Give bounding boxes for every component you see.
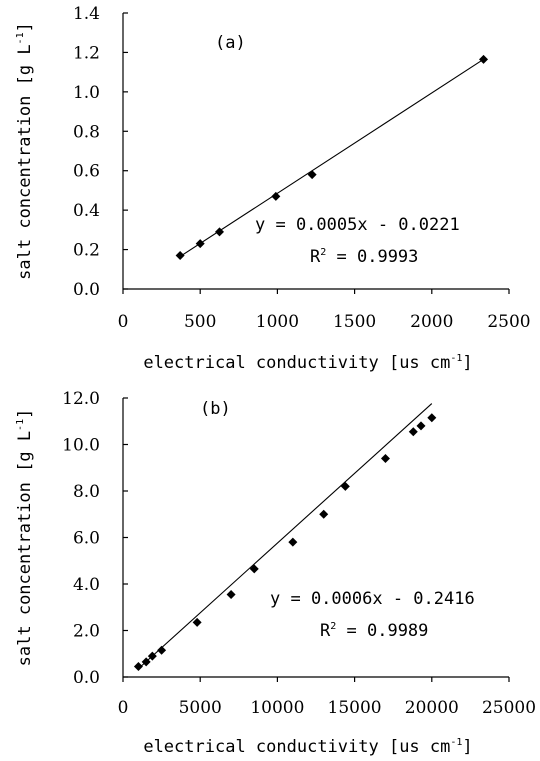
x-tick-label: 1000 — [256, 312, 299, 332]
x-tick-label: 0 — [118, 312, 129, 332]
x-tick-label: 20000 — [405, 698, 459, 718]
y-tick-label: 0.0 — [73, 668, 100, 688]
data-point — [479, 54, 489, 64]
y-tick-label: 0.4 — [73, 201, 100, 221]
y-tick-label: 0.2 — [73, 241, 100, 261]
regression-equation: y = 0.0005x - 0.0221 — [255, 215, 460, 235]
data-point — [175, 250, 185, 260]
data-point — [147, 651, 157, 661]
y-tick-label: 4.0 — [73, 575, 100, 595]
data-point — [307, 170, 317, 180]
data-point — [408, 427, 418, 437]
y-tick-label: 2.0 — [73, 622, 100, 642]
y-tick-label: 12.0 — [62, 389, 100, 409]
x-tick-label: 2500 — [487, 312, 530, 332]
panel-label: (b) — [200, 399, 231, 419]
x-tick-label: 10000 — [250, 698, 304, 718]
x-tick-label: 5000 — [179, 698, 222, 718]
y-axis-label: salt concentration [g L-1] — [15, 22, 35, 280]
y-tick-label: 1.0 — [73, 83, 100, 103]
trendline — [179, 58, 484, 257]
x-tick-label: 2000 — [410, 312, 453, 332]
panel-label: (a) — [215, 33, 246, 53]
data-point — [340, 481, 350, 491]
x-axis-label: electrical conductivity [us cm-1] — [143, 737, 472, 757]
x-tick-label: 15000 — [328, 698, 382, 718]
data-point — [133, 662, 143, 672]
y-tick-label: 1.2 — [73, 43, 100, 63]
data-point — [319, 509, 329, 519]
data-point — [226, 589, 236, 599]
y-tick-label: 0.6 — [73, 162, 100, 182]
data-point — [195, 239, 205, 249]
data-point — [215, 227, 224, 237]
chart-panel-2: 0.0 2.0 4.0 6.0 8.0 10.0 12.0 0 5000 10000 15000 20… — [15, 389, 536, 757]
y-tick-label: 10.0 — [62, 436, 100, 456]
data-point — [271, 191, 281, 201]
data-point — [380, 453, 390, 463]
data-point — [157, 645, 167, 655]
y-axis-label: salt concentration [g L-1] — [15, 409, 35, 667]
data-point — [141, 657, 151, 667]
data-point — [288, 537, 298, 547]
x-tick-label: 25000 — [482, 698, 536, 718]
x-tick-label: 0 — [118, 698, 129, 718]
y-tick-label: 0.0 — [73, 280, 100, 300]
x-tick-label: 500 — [184, 312, 216, 332]
regression-equation: y = 0.0006x - 0.2416 — [270, 589, 475, 609]
r-squared-label: R2 = 0.9993 — [310, 247, 418, 267]
y-tick-label: 1.4 — [73, 4, 100, 24]
data-point — [192, 617, 202, 627]
data-point — [249, 564, 259, 574]
x-axis-label: electrical conductivity [us cm-1] — [143, 353, 472, 373]
x-tick-label: 1500 — [333, 312, 376, 332]
data-point — [427, 413, 437, 423]
data-point — [416, 421, 426, 431]
r-squared-label: R2 = 0.9989 — [320, 621, 428, 641]
y-tick-label: 6.0 — [73, 529, 100, 549]
chart-panel-1: 0.0 0.2 0.4 0.6 0.8 1.0 1.2 1.4 0 500 1000 1500 2000… — [15, 4, 531, 373]
y-tick-label: 8.0 — [73, 482, 100, 502]
trendline — [138, 403, 433, 670]
y-tick-label: 0.8 — [73, 122, 100, 142]
